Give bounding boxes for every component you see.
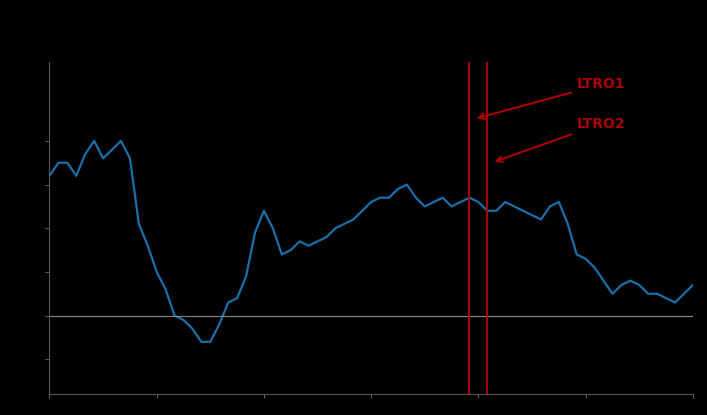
Text: LTRO2: LTRO2 <box>496 117 625 162</box>
Text: Euro Bölgesi TÜFE (Ocak 2008- Mart 2014): Euro Bölgesi TÜFE (Ocak 2008- Mart 2014) <box>139 19 568 40</box>
Text: LTRO1: LTRO1 <box>479 78 625 119</box>
